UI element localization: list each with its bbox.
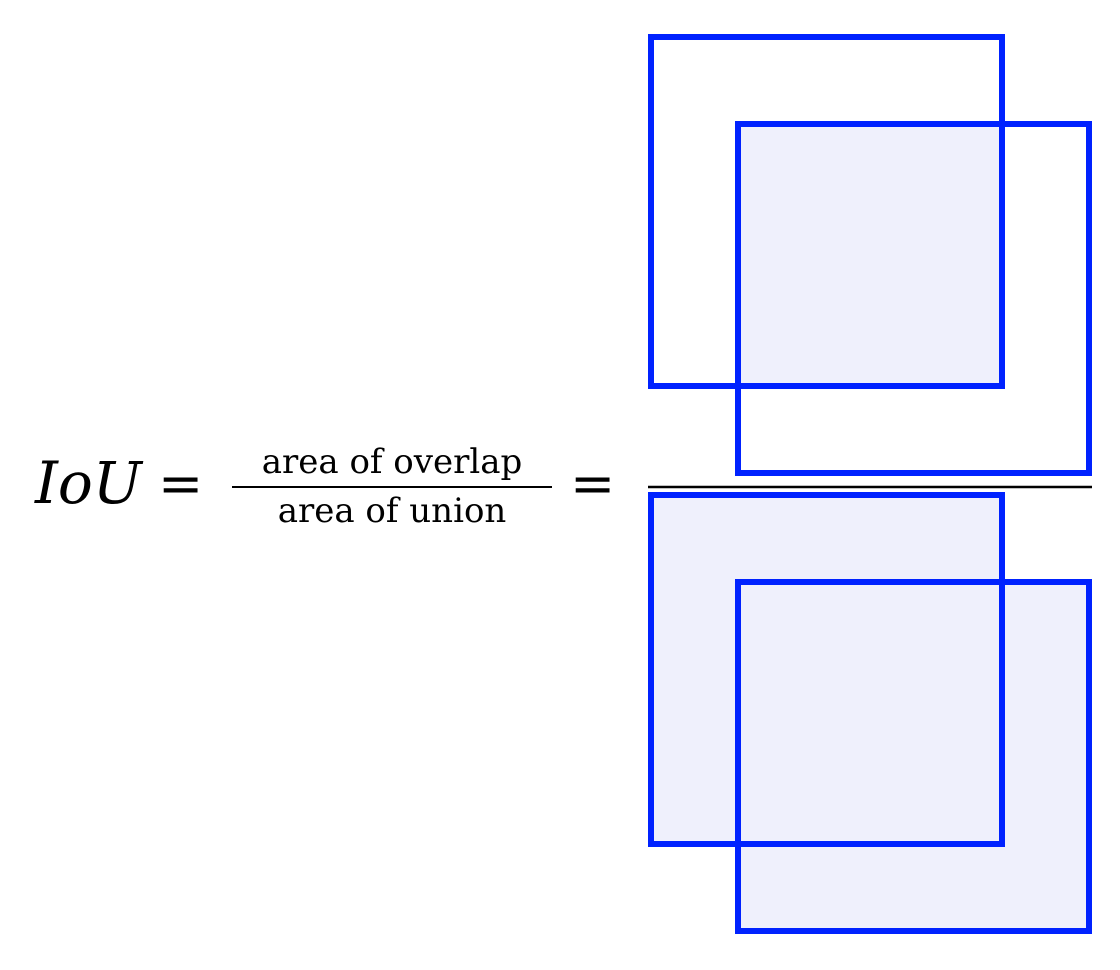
box-a-outline: [648, 34, 1005, 389]
formula-equals-1: =: [158, 452, 203, 515]
box-b-outline: [735, 121, 1092, 476]
formula-equals-2: =: [570, 452, 615, 515]
formula-lhs: IoU: [34, 449, 144, 517]
overlap-figure: [648, 34, 1092, 476]
formula-numerator: area of overlap: [262, 442, 523, 482]
union-box-b-outline: [735, 579, 1092, 934]
overlap-fill: [740, 125, 1002, 386]
union-figure: [648, 492, 1092, 934]
union-box-a-outline: [648, 492, 1005, 847]
union-fill-b: [738, 582, 1089, 931]
formula-denominator: area of union: [278, 491, 507, 531]
